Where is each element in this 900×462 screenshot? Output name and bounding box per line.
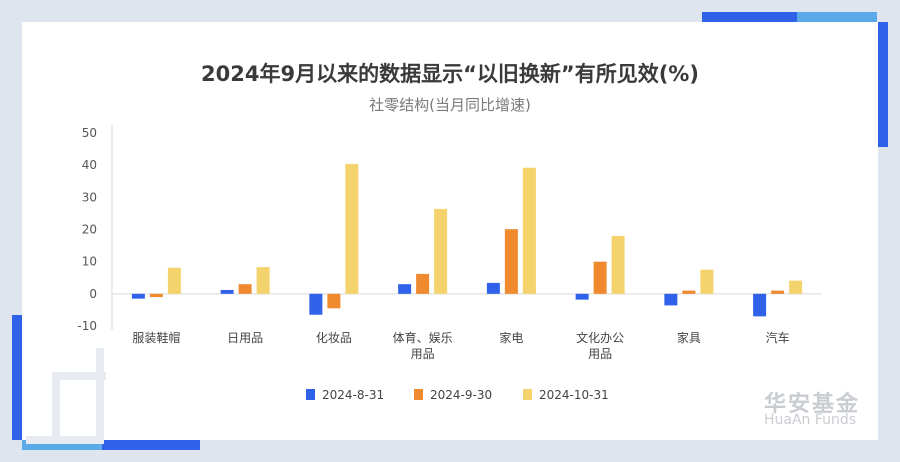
x-tick-label: 用品 — [588, 347, 612, 361]
bar-1 — [486, 282, 500, 294]
bar-3 — [522, 167, 536, 294]
brand-watermark-en: HuaAn Funds — [764, 412, 857, 428]
bar-3 — [167, 267, 181, 294]
y-tick-label: 30 — [82, 190, 97, 204]
legend-swatch — [523, 389, 532, 400]
x-tick-label: 文化办公 — [576, 330, 624, 345]
bar-1 — [309, 293, 323, 315]
right-accent-bar — [878, 22, 888, 147]
legend-label: 2024-10-31 — [539, 388, 609, 402]
y-tick-label: 50 — [82, 126, 97, 140]
x-tick-label: 服装鞋帽 — [132, 330, 180, 345]
bar-1 — [664, 293, 678, 306]
bar-2 — [416, 273, 430, 294]
bar-3 — [345, 163, 359, 294]
bar-2 — [238, 284, 252, 294]
bar-1 — [220, 289, 234, 294]
bar-2 — [327, 293, 341, 309]
bar-3 — [611, 235, 625, 294]
brand-watermark-cn: 华安基金 — [764, 392, 861, 417]
bottom-left-accent-bar — [102, 440, 200, 450]
x-tick-label: 日用品 — [227, 331, 263, 345]
legend-swatch — [414, 389, 423, 400]
bar-3 — [700, 269, 714, 294]
top-right-accent-bar-light — [797, 12, 877, 22]
bar-1 — [753, 293, 767, 317]
y-tick-label: 10 — [82, 255, 97, 269]
corner-square-decoration — [26, 348, 104, 444]
legend-swatch — [306, 389, 315, 400]
y-tick-label: 0 — [89, 287, 97, 301]
y-tick-label: 40 — [82, 158, 97, 172]
bar-3 — [789, 280, 803, 294]
chart-card — [22, 22, 878, 440]
legend-label: 2024-8-31 — [322, 388, 384, 402]
x-tick-label: 用品 — [411, 347, 435, 361]
left-accent-bar — [12, 315, 22, 440]
y-tick-label: 20 — [82, 223, 97, 237]
bar-1 — [131, 293, 145, 299]
bar-3 — [256, 267, 270, 294]
x-tick-label: 家具 — [677, 330, 701, 345]
bar-1 — [398, 284, 412, 294]
bar-3 — [434, 208, 448, 294]
bar-2 — [149, 293, 163, 298]
bar-2 — [682, 290, 696, 294]
x-tick-label: 汽车 — [766, 330, 790, 345]
corner-square-decoration-2 — [52, 372, 106, 444]
x-tick-label: 体育、娱乐 — [393, 330, 453, 345]
bottom-left-accent-bar-light — [22, 440, 102, 450]
y-tick-label: -10 — [77, 319, 97, 333]
bar-2 — [504, 229, 518, 294]
chart-subtitle: 社零结构(当月同比增速) — [369, 96, 531, 114]
bar-1 — [575, 293, 589, 300]
x-tick-label: 化妆品 — [316, 331, 352, 345]
legend-label: 2024-9-30 — [430, 388, 492, 402]
bar-2 — [771, 290, 785, 294]
top-right-accent-bar — [702, 12, 797, 22]
chart-title: 2024年9月以来的数据显示“以旧换新”有所见效(%) — [201, 62, 699, 86]
x-tick-label: 家电 — [499, 330, 523, 345]
bar-2 — [593, 261, 607, 294]
